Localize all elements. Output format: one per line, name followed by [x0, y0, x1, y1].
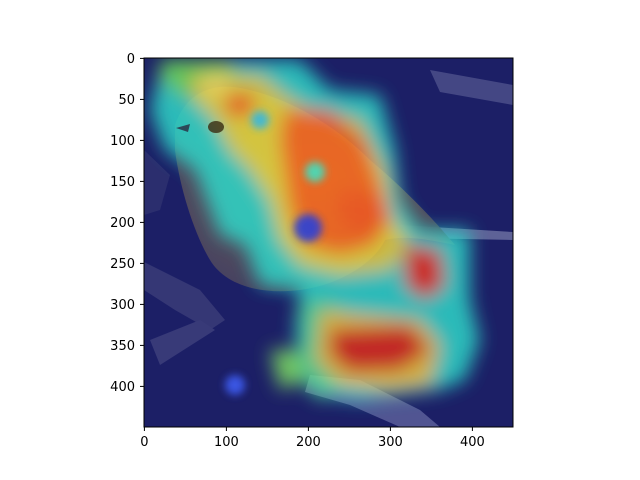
x-tick-label: 100 [214, 435, 239, 450]
y-tick-label: 250 [110, 257, 135, 272]
y-tick-label: 0 [127, 52, 135, 67]
y-tick-label: 50 [118, 93, 135, 108]
y-tick-label: 100 [110, 134, 135, 149]
bird-eye [208, 121, 224, 133]
y-axis: 0 50 100 150 200 250 300 350 400 [110, 52, 144, 395]
y-tick-label: 200 [110, 216, 135, 231]
y-tick-label: 300 [110, 298, 135, 313]
x-axis: 0 100 200 300 400 [140, 427, 485, 450]
x-tick-label: 0 [140, 435, 148, 450]
y-tick-label: 150 [110, 175, 135, 190]
y-tick-label: 350 [110, 339, 135, 354]
x-tick-label: 300 [378, 435, 403, 450]
bird-beak [176, 124, 190, 132]
heatmap-cool-spots [225, 111, 325, 395]
y-tick-label: 400 [110, 380, 135, 395]
plot-frame [143, 57, 514, 428]
x-tick-label: 200 [296, 435, 321, 450]
heatmap-image [144, 58, 513, 427]
x-tick-label: 400 [460, 435, 485, 450]
